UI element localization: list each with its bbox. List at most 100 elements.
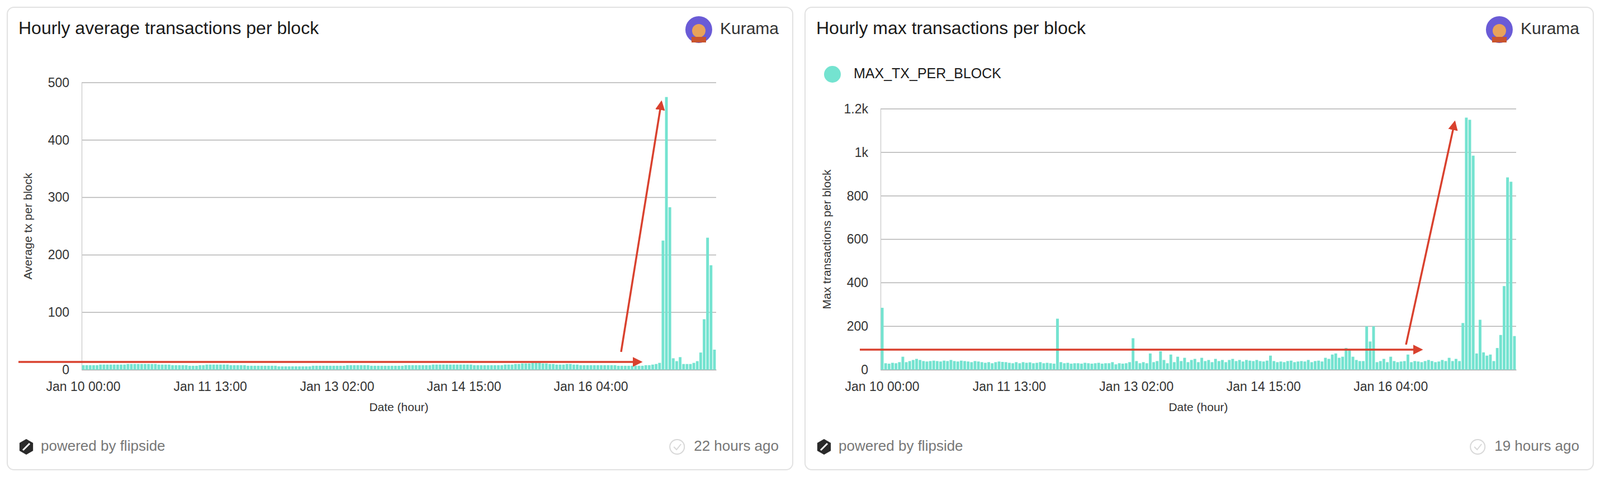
bar [1224,362,1228,371]
bar [360,365,363,371]
grid-line [880,282,1517,284]
updated-icon [669,439,685,455]
updated-icon [1470,439,1485,455]
bar [1172,362,1176,371]
y-tick-label: 0 [860,362,869,378]
bar [1416,361,1420,371]
bar [654,364,658,371]
author-avatar [685,16,713,44]
bar [445,365,449,371]
bar [1451,361,1455,371]
bar [174,365,178,371]
bar [531,363,534,371]
grid-line [880,325,1517,328]
bar [1220,360,1224,371]
bar [593,365,596,371]
bar [1032,363,1035,371]
bar [339,366,343,371]
y-tick: 400 [846,275,881,291]
bar [1042,363,1045,371]
bar [514,364,518,371]
bar [328,366,332,371]
bar [260,366,264,371]
bar [1214,359,1218,371]
bar [997,361,1001,371]
bar [280,366,284,371]
bar [1275,362,1279,371]
bar [884,363,888,371]
bar [915,359,918,371]
x-tick: Jan 13 02:00 [300,370,375,395]
bar [1496,348,1499,371]
bar [921,361,925,371]
x-tick: Jan 11 13:00 [972,370,1046,395]
bar [1355,360,1358,371]
bar [153,364,157,371]
bar [1193,359,1197,371]
bar [349,365,353,371]
bar [284,366,288,371]
author-name: Kurama [720,19,779,38]
bar [1200,358,1204,371]
updated-text: 19 hours ago [1494,437,1580,455]
bar [195,366,198,371]
bar [490,365,494,371]
bar [88,365,92,371]
bar [366,365,370,371]
bar [1021,362,1025,371]
bar [706,238,709,371]
bar [956,361,960,371]
y-tick-label: 600 [846,232,869,247]
bar [1011,363,1015,371]
bar [1100,363,1104,371]
bar [1368,341,1372,371]
bar [455,365,459,371]
bar [935,361,939,371]
y-tick-label: 300 [48,190,70,205]
grid [81,82,717,371]
source-text: powered by flipside [838,437,964,455]
bar [507,365,510,371]
bar [1461,323,1465,371]
bar [225,365,229,371]
bar [709,265,713,371]
y-tick: 400 [48,133,82,148]
bar [881,308,884,371]
bar [472,365,476,371]
bar [119,365,123,371]
bar [181,365,185,371]
bar [959,361,963,371]
bar [1190,360,1194,371]
bar [161,365,164,371]
grid [880,109,1517,371]
bar [901,357,904,371]
y-axis-title: Average tx per block [21,172,35,281]
bar [551,364,555,371]
bar [483,365,486,371]
bar [925,361,929,371]
bar [1018,363,1021,371]
y-tick: 200 [48,247,82,263]
avatar-circle [1485,16,1513,44]
bar [1403,361,1407,371]
bar [606,365,610,371]
bar [1248,361,1252,371]
bar [1458,361,1461,371]
source-text: powered by flipside [40,437,166,455]
bar [887,363,891,371]
bar [1090,363,1094,371]
source-logo-shape [19,439,33,456]
bar [1482,352,1485,371]
bar [1392,361,1396,371]
bar [675,361,679,371]
bar [1258,361,1262,371]
author-avatar [1485,16,1513,44]
grid-line [880,195,1517,197]
updated-text: 22 hours ago [693,437,779,455]
bar [233,365,236,371]
bar [990,363,994,371]
bar [500,365,504,371]
bar [209,365,212,371]
bar [257,366,260,371]
bar [1182,358,1186,371]
